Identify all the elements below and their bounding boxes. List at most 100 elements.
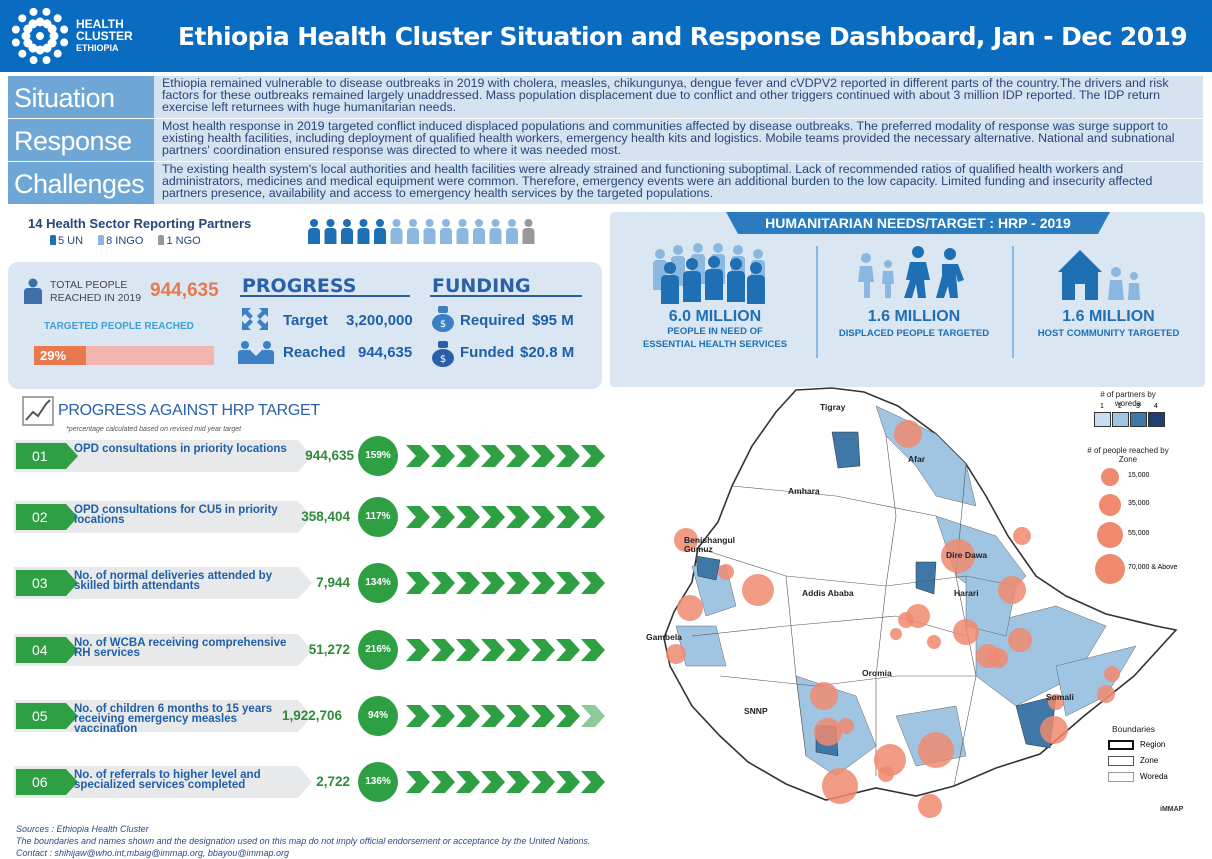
logo-line-3: ETHIOPIA — [76, 43, 119, 53]
region-label-oromia: Oromia — [862, 668, 892, 678]
indicator-label: OPD consultations for CU5 in priority lo… — [74, 504, 278, 526]
ingo-person-icon — [98, 235, 105, 245]
page-title: Ethiopia Health Cluster Situation and Re… — [178, 22, 1188, 51]
people-reached-bubble — [1104, 666, 1120, 682]
displaced-people-icon — [858, 246, 964, 298]
target-value: 3,200,000 — [346, 312, 413, 329]
progress-title: PROGRESS — [242, 275, 357, 297]
progress-chevron — [431, 705, 455, 727]
progress-chevron — [406, 705, 430, 727]
region-label-gambela: Gambela — [646, 632, 682, 642]
progress-chevron — [481, 506, 505, 528]
indicator-value: 358,404 — [301, 509, 350, 524]
cluster-emblem-icon — [11, 7, 69, 65]
progress-header: PROGRESS — [240, 273, 410, 297]
progress-chevron — [406, 771, 430, 793]
progress-chevron — [456, 705, 480, 727]
people-reached-bubble — [822, 768, 858, 804]
legend-boundary-label: Zone — [1140, 756, 1159, 765]
progress-chevron — [506, 639, 530, 661]
indicator-percent: 117% — [358, 497, 398, 537]
health-cluster-logo: HEALTH CLUSTER ETHIOPIA — [10, 6, 150, 66]
people-reached-bubble — [898, 612, 914, 628]
target-icon — [242, 308, 268, 330]
need-3-value: 1.6 MILLION — [1062, 308, 1155, 325]
progress-chevron — [456, 572, 480, 594]
progress-chevron — [581, 506, 605, 528]
progress-chevron — [556, 506, 580, 528]
hrp-progress-note: *percentage calculated based on revised … — [66, 426, 242, 433]
challenges-label: Challenges — [8, 162, 168, 204]
region-label-tigray: Tigray — [820, 402, 846, 412]
progress-chevron — [531, 705, 555, 727]
crowd-icon — [653, 243, 765, 304]
legend-partners-swatch — [1148, 412, 1165, 427]
progress-chevron — [581, 445, 605, 467]
partner-person-icon — [374, 219, 386, 244]
indicator-chevrons — [406, 639, 605, 661]
people-reached-bubble — [810, 682, 838, 710]
legend-people-bubble — [1101, 468, 1119, 486]
hrp-indicator-06: 06 No. of referrals to higher level and s… — [14, 762, 605, 802]
people-reached-bubble — [674, 528, 698, 552]
response-row: Response Most health response in 2019 ta… — [8, 119, 1203, 161]
situation-text: Ethiopia remained vulnerable to disease … — [154, 76, 1203, 118]
partners-ingo: 8 INGO — [106, 235, 144, 247]
summary-panel: TOTAL PEOPLE REACHED IN 2019 944,635 TAR… — [8, 262, 602, 389]
legend-people-label: 70,000 & Above — [1128, 564, 1178, 571]
indicator-chevrons — [406, 572, 605, 594]
progress-chevron — [556, 771, 580, 793]
people-reached-bubble — [998, 576, 1026, 604]
people-reached-bubble — [742, 574, 774, 606]
indicator-number: 06 — [16, 769, 78, 795]
indicator-label: No. of children 6 months to 15 years rec… — [74, 703, 273, 735]
total-reached-value: 944,635 — [150, 280, 219, 301]
legend-boundary-label: Woreda — [1140, 772, 1168, 781]
progress-chevron — [406, 639, 430, 661]
needs-panel: HUMANITARIAN NEEDS/TARGET : HRP - 2019 6… — [610, 212, 1205, 387]
partner-person-icon — [308, 219, 320, 244]
people-reached-bubble — [918, 732, 954, 768]
partner-person-icon — [324, 219, 337, 244]
partners-section: 14 Health Sector Reporting Partners 5 UN… — [8, 212, 598, 252]
progress-chevron — [506, 572, 530, 594]
progress-chevron — [556, 445, 580, 467]
indicator-label: OPD consultations in priority locations — [74, 443, 287, 455]
progress-chevron — [506, 705, 530, 727]
progress-chevron — [431, 445, 455, 467]
situation-row: Situation Ethiopia remained vulnerable t… — [8, 76, 1203, 118]
people-reached-bubble — [1008, 628, 1032, 652]
target-label: Target — [283, 312, 328, 329]
legend-partners-swatch — [1130, 412, 1147, 427]
partner-person-icon — [440, 219, 452, 244]
indicator-chevrons — [406, 771, 605, 793]
needs-title: HUMANITARIAN NEEDS/TARGET : HRP - 2019 — [726, 212, 1110, 234]
partner-person-icon — [357, 219, 370, 244]
progress-chevron — [506, 771, 530, 793]
legend-partners-swatch — [1094, 412, 1111, 427]
hrp-indicator-01: 01 OPD consultations in priority location… — [14, 436, 605, 476]
partners-un: 5 UN — [58, 235, 84, 247]
people-reached-bubble — [1097, 685, 1115, 703]
legend-boundary-swatch — [1108, 740, 1134, 750]
handshake-icon — [238, 341, 274, 364]
progress-chevron — [481, 572, 505, 594]
funded-money-icon: $ — [432, 341, 454, 367]
partner-person-icon — [390, 219, 403, 244]
legend-people-bubble — [1095, 554, 1125, 584]
targeted-label: TARGETED PEOPLE REACHED — [44, 321, 194, 332]
ethiopia-map: Tigray Afar Amhara Benishangul Gumuz Dir… — [636, 376, 1208, 822]
progress-chevron — [406, 445, 430, 467]
un-person-icon — [50, 235, 56, 245]
region-label-addis-ababa: Addis Ababa — [802, 588, 854, 598]
progress-chevron — [431, 771, 455, 793]
progress-chevron — [481, 639, 505, 661]
progress-chevron — [431, 506, 455, 528]
partners-ngo: 1 NGO — [166, 235, 201, 247]
indicator-value: 1,922,706 — [281, 708, 342, 723]
indicator-number: 02 — [16, 504, 78, 530]
indicator-value: 2,722 — [316, 774, 350, 789]
need-2-label-1: DISPLACED PEOPLE TARGETED — [838, 328, 990, 339]
partner-person-icon — [489, 219, 502, 244]
reached-label: Reached — [283, 344, 346, 361]
